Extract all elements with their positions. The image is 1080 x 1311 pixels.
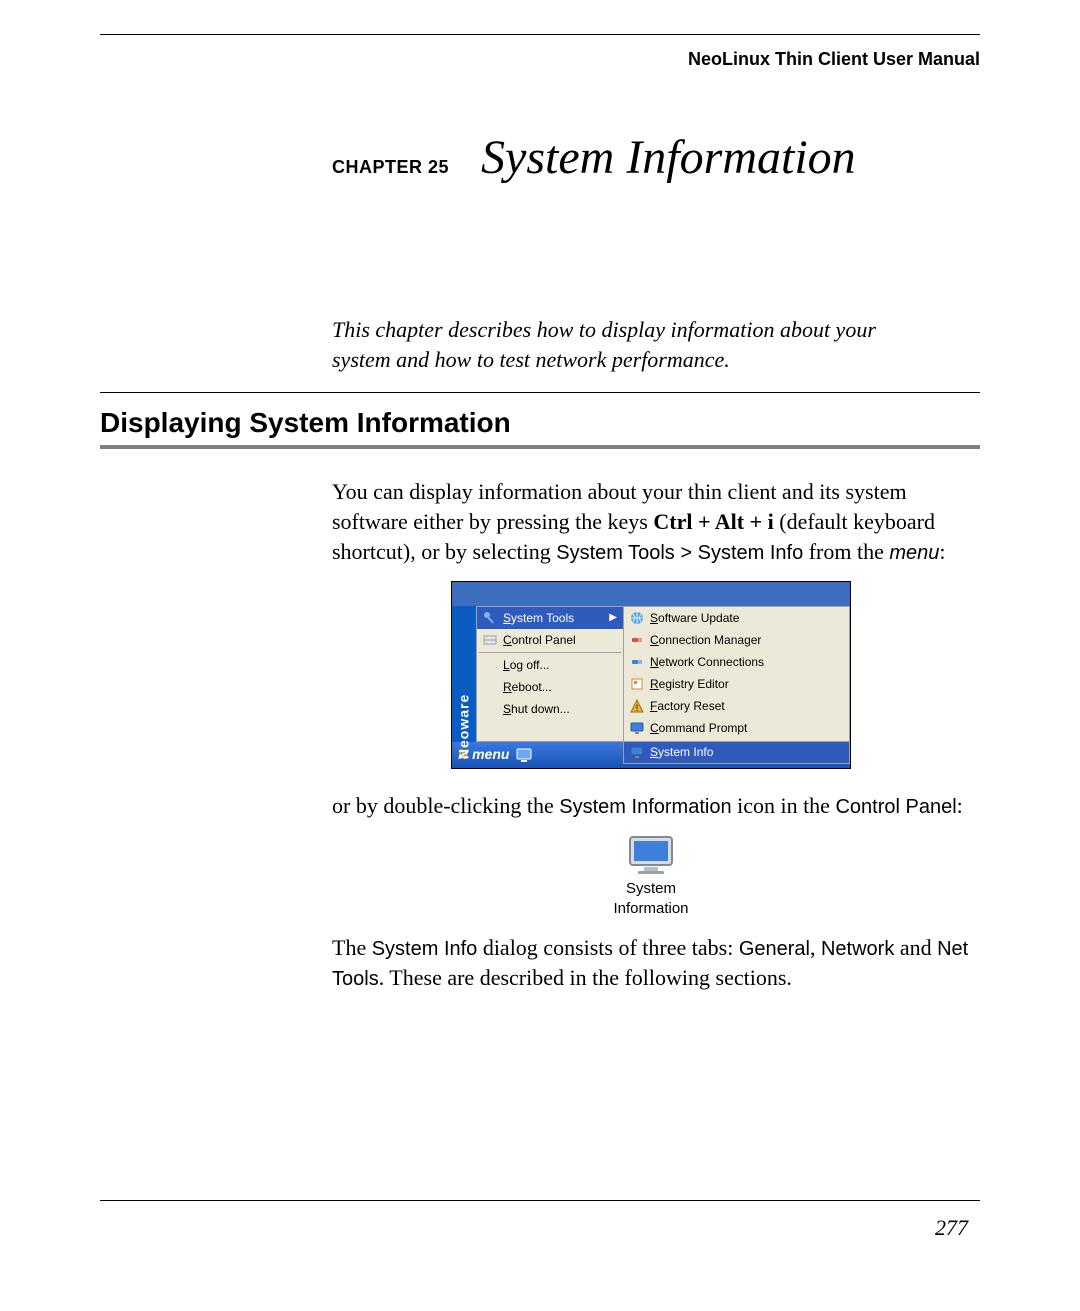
globe-icon bbox=[630, 611, 644, 625]
p1-path1: System Tools bbox=[556, 542, 675, 564]
menu-left-column: System Tools ▶ Control Panel Log off... Rebo… bbox=[476, 606, 624, 742]
menu-item-label: Command Prompt bbox=[650, 720, 747, 736]
menu-item-label: Registry Editor bbox=[650, 676, 729, 692]
menu-item[interactable]: Registry Editor bbox=[624, 673, 849, 695]
section-heading: Displaying System Information bbox=[100, 407, 980, 439]
menu-item[interactable]: System Tools ▶ bbox=[477, 607, 623, 629]
section-top-rule bbox=[100, 392, 980, 393]
menu-item-label: Log off... bbox=[503, 657, 550, 673]
chapter-intro: This chapter describes how to display in… bbox=[332, 315, 980, 374]
page-number: 277 bbox=[935, 1215, 968, 1241]
menu-item-label: Shut down... bbox=[503, 701, 570, 717]
menu-item-label: Connection Manager bbox=[650, 632, 761, 648]
p1-gt: > bbox=[675, 542, 698, 564]
menu-item[interactable]: Command Prompt bbox=[624, 717, 849, 739]
menu-item[interactable]: ! Factory Reset bbox=[624, 695, 849, 717]
chapter-heading: CHAPTER 25 System Information bbox=[332, 130, 980, 185]
monitor-icon bbox=[628, 835, 674, 875]
none-icon bbox=[483, 680, 497, 694]
menu-item-label: Network Connections bbox=[650, 654, 764, 670]
taskbar-desktop-icon[interactable] bbox=[515, 746, 533, 764]
p3-mid2: and bbox=[894, 935, 937, 960]
manual-page: NeoLinux Thin Client User Manual CHAPTER… bbox=[0, 0, 1080, 1311]
menu-separator bbox=[479, 652, 621, 653]
p2-pre: or by double-clicking the bbox=[332, 793, 559, 818]
section-underline bbox=[100, 445, 980, 449]
plug-blue-icon bbox=[630, 655, 644, 669]
cpanel-icon bbox=[483, 633, 497, 647]
menu-item-system-info[interactable]: System Info bbox=[623, 742, 850, 764]
p1-menu: menu bbox=[889, 542, 939, 564]
menu-item-label: Control Panel bbox=[503, 632, 576, 648]
neoware-brand-bar: Neoware bbox=[452, 606, 476, 742]
p3-pre: The bbox=[332, 935, 372, 960]
p3-sans1: System Info bbox=[372, 938, 478, 960]
none-icon bbox=[483, 702, 497, 716]
p3-mid1: dialog consists of three tabs: bbox=[477, 935, 739, 960]
sysinfo-label-1: System bbox=[596, 879, 706, 899]
p2-sans2: Control Panel bbox=[835, 796, 956, 818]
monitor-icon bbox=[630, 721, 644, 735]
menu-item[interactable]: Network Connections bbox=[624, 651, 849, 673]
doc-title: NeoLinux Thin Client User Manual bbox=[100, 49, 980, 70]
menu-item-label: Factory Reset bbox=[650, 698, 725, 714]
menu-button-label: menu bbox=[472, 745, 509, 764]
p1-end: : bbox=[939, 539, 945, 564]
menu-panels: Neoware System Tools ▶ Control Panel Log of… bbox=[452, 606, 850, 742]
paragraph-1: You can display information about your t… bbox=[332, 477, 970, 566]
submenu-arrow-icon: ▶ bbox=[609, 611, 617, 625]
desktop-strip bbox=[452, 582, 850, 606]
paragraph-3: The System Info dialog consists of three… bbox=[332, 933, 970, 993]
registry-icon bbox=[630, 677, 644, 691]
p2-end: : bbox=[957, 793, 963, 818]
menu-item[interactable]: Software Update bbox=[624, 607, 849, 629]
p3-comma: , bbox=[810, 935, 821, 960]
p2-sans1: System Information bbox=[559, 796, 731, 818]
menu-item[interactable]: Reboot... bbox=[477, 676, 623, 698]
warning-icon: ! bbox=[630, 699, 644, 713]
plug-red-icon bbox=[630, 633, 644, 647]
none-icon bbox=[483, 658, 497, 672]
p1-keys: Ctrl + Alt + i bbox=[653, 509, 773, 534]
chapter-title: System Information bbox=[481, 131, 856, 184]
p1-mid2: from the bbox=[803, 539, 889, 564]
p3-post: . These are described in the following s… bbox=[379, 965, 792, 990]
menu-item-label: System Tools bbox=[503, 610, 574, 626]
paragraph-2: or by double-clicking the System Informa… bbox=[332, 791, 970, 821]
menu-item-label: System Info bbox=[650, 744, 713, 760]
menu-item[interactable]: Connection Manager bbox=[624, 629, 849, 651]
menu-item-label: Software Update bbox=[650, 610, 739, 626]
menu-item[interactable]: Control Panel bbox=[477, 629, 623, 651]
top-rule bbox=[100, 34, 980, 35]
chapter-label: CHAPTER 25 bbox=[332, 157, 449, 178]
menu-item-label: Reboot... bbox=[503, 679, 552, 695]
svg-text:!: ! bbox=[636, 703, 639, 713]
monitor-icon bbox=[630, 745, 644, 759]
tools-icon bbox=[483, 611, 497, 625]
body-content: You can display information about your t… bbox=[332, 477, 980, 993]
system-information-icon[interactable]: System Information bbox=[596, 835, 706, 920]
menu-item[interactable]: Shut down... bbox=[477, 698, 623, 720]
bottom-rule bbox=[100, 1200, 980, 1201]
sysinfo-label-2: Information bbox=[596, 899, 706, 919]
p1-path2: System Info bbox=[698, 542, 804, 564]
p3-sans3: Network bbox=[821, 938, 894, 960]
menu-screenshot: Neoware System Tools ▶ Control Panel Log of… bbox=[451, 581, 851, 769]
neoware-brand-text: Neoware bbox=[455, 694, 474, 759]
p2-mid: icon in the bbox=[732, 793, 836, 818]
menu-right-column: Software Update Connection Manager Network… bbox=[623, 606, 850, 742]
p3-sans2: General bbox=[739, 938, 810, 960]
menu-item[interactable]: Log off... bbox=[477, 654, 623, 676]
